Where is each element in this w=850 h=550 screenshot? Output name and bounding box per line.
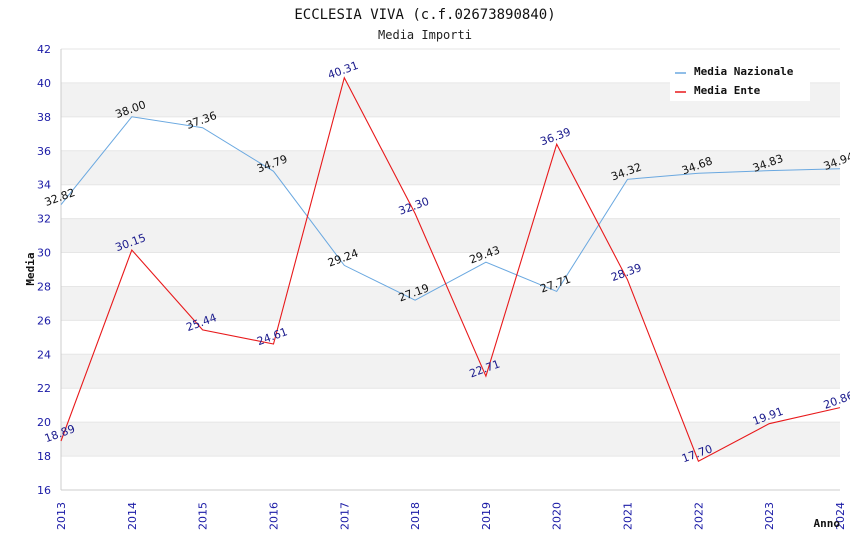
grid-band <box>61 320 840 355</box>
plot-frame <box>60 49 840 491</box>
x-tick-label: 2018 <box>409 502 422 530</box>
y-tick-label: 40 <box>37 77 51 90</box>
grid-band <box>61 218 840 253</box>
y-tick-label: 32 <box>37 213 51 226</box>
x-tick-label: 2017 <box>338 502 351 530</box>
series-lines <box>60 76 841 462</box>
y-tick-label: 16 <box>37 484 51 497</box>
chart-title: ECCLESIA VIVA (c.f.02673890840) <box>294 7 555 23</box>
legend-label-media-ente: Media Ente <box>694 84 761 97</box>
x-tick-label: 2014 <box>126 502 139 530</box>
x-tick-label: 2024 <box>834 502 847 530</box>
x-tick-label: 2016 <box>267 502 280 530</box>
x-axis-ticks: 2013 2014 2015 2016 2017 2018 2019 2020 2021 2022… <box>55 502 847 530</box>
grid-band <box>61 456 840 490</box>
grid-band <box>61 116 840 151</box>
legend: Media Nazionale Media Ente <box>670 60 810 101</box>
x-tick-label: 2023 <box>763 502 776 530</box>
y-axis-ticks: 16 18 20 22 24 26 28 30 32 34 36 38 40 42 <box>37 43 51 497</box>
x-tick-label: 2015 <box>197 502 210 530</box>
y-tick-label: 38 <box>37 111 51 124</box>
series-line-media-nazionale <box>60 116 841 301</box>
series-line-media-ente <box>60 76 841 462</box>
grid-bands <box>61 48 840 491</box>
y-tick-label: 28 <box>37 280 51 293</box>
y-tick-label: 24 <box>37 348 51 361</box>
y-tick-label: 26 <box>37 314 51 327</box>
y-tick-label: 18 <box>37 450 51 463</box>
y-tick-label: 34 <box>37 179 51 192</box>
legend-label-media-nazionale: Media Nazionale <box>694 65 794 78</box>
grid-band <box>61 184 840 219</box>
x-tick-label: 2020 <box>551 502 564 530</box>
y-tick-label: 20 <box>37 416 51 429</box>
y-tick-label: 30 <box>37 247 51 260</box>
y-tick-label: 22 <box>37 382 51 395</box>
grid-band <box>61 388 840 423</box>
y-tick-label: 42 <box>37 43 51 56</box>
legend-box <box>670 60 810 101</box>
x-tick-label: 2019 <box>480 502 493 530</box>
grid-band <box>61 150 840 185</box>
grid-band <box>61 354 840 389</box>
x-axis-label: Anno <box>814 517 841 530</box>
y-axis-label: Media <box>24 252 37 285</box>
x-tick-label: 2021 <box>622 502 635 530</box>
x-tick-label: 2013 <box>55 502 68 530</box>
x-tick-label: 2022 <box>692 502 705 530</box>
grid-band <box>61 286 840 321</box>
y-tick-label: 36 <box>37 145 51 158</box>
grid-band <box>61 422 840 457</box>
chart-subtitle: Media Importi <box>378 28 472 42</box>
